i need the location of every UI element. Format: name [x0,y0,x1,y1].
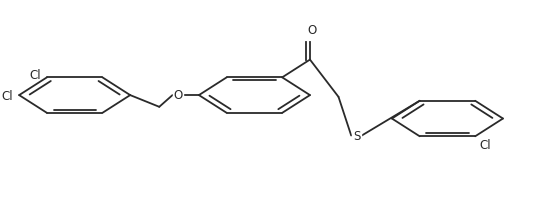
Text: Cl: Cl [479,139,491,152]
Text: Cl: Cl [29,69,41,82]
Text: S: S [353,130,360,143]
Text: O: O [307,24,316,37]
Text: Cl: Cl [1,89,13,103]
Text: O: O [173,89,182,102]
